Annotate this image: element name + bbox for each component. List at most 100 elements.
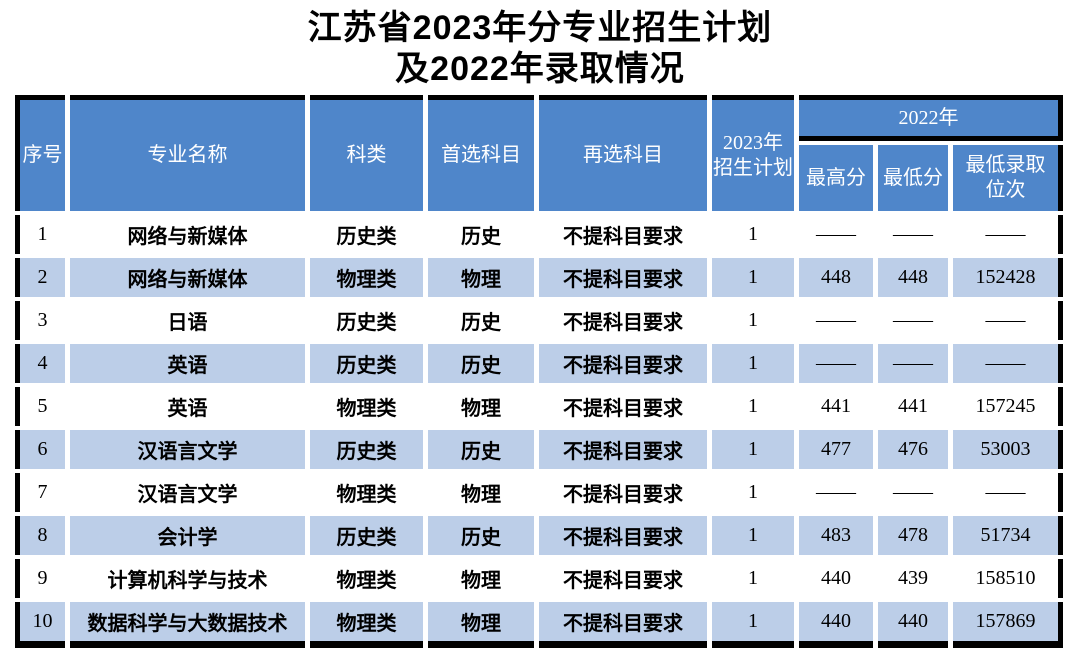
cell-no: 7 xyxy=(15,473,65,512)
page-title: 江苏省2023年分专业招生计划 及2022年录取情况 xyxy=(0,0,1080,90)
cell-second-subject: 不提科目要求 xyxy=(539,258,707,297)
cell-max-score-2022: —— xyxy=(799,301,873,340)
cell-first-subject: 历史 xyxy=(428,516,534,555)
cell-second-subject: 不提科目要求 xyxy=(539,559,707,598)
cell-major: 数据科学与大数据技术 xyxy=(70,602,305,648)
cell-max-score-2022: 477 xyxy=(799,430,873,469)
cell-major: 汉语言文学 xyxy=(70,473,305,512)
cell-second-subject: 不提科目要求 xyxy=(539,473,707,512)
table-row: 2 网络与新媒体 物理类 物理 不提科目要求 1 448 448 152428 xyxy=(15,258,1063,297)
cell-major: 日语 xyxy=(70,301,305,340)
cell-second-subject: 不提科目要求 xyxy=(539,430,707,469)
table-row: 4 英语 历史类 历史 不提科目要求 1 —— —— —— xyxy=(15,344,1063,383)
header-max-score: 最高分 xyxy=(799,145,873,211)
cell-max-score-2022: 441 xyxy=(799,387,873,426)
cell-major: 英语 xyxy=(70,387,305,426)
header-major: 专业名称 xyxy=(70,95,305,211)
cell-major: 网络与新媒体 xyxy=(70,258,305,297)
cell-max-score-2022: —— xyxy=(799,473,873,512)
cell-min-score-2022: 440 xyxy=(878,602,948,648)
cell-min-rank-2022: —— xyxy=(953,344,1063,383)
cell-plan-2023: 1 xyxy=(712,387,794,426)
cell-plan-2023: 1 xyxy=(712,344,794,383)
header-second-subject: 再选科目 xyxy=(539,95,707,211)
cell-category: 历史类 xyxy=(310,344,423,383)
cell-no: 9 xyxy=(15,559,65,598)
page-title-line2: 及2022年录取情况 xyxy=(395,50,685,88)
cell-min-score-2022: —— xyxy=(878,215,948,254)
cell-first-subject: 物理 xyxy=(428,473,534,512)
header-min-score: 最低分 xyxy=(878,145,948,211)
cell-second-subject: 不提科目要求 xyxy=(539,344,707,383)
cell-second-subject: 不提科目要求 xyxy=(539,301,707,340)
cell-major: 计算机科学与技术 xyxy=(70,559,305,598)
table-row: 9 计算机科学与技术 物理类 物理 不提科目要求 1 440 439 158510 xyxy=(15,559,1063,598)
cell-min-rank-2022: 51734 xyxy=(953,516,1063,555)
cell-no: 8 xyxy=(15,516,65,555)
cell-category: 物理类 xyxy=(310,602,423,648)
cell-category: 历史类 xyxy=(310,430,423,469)
cell-no: 10 xyxy=(15,602,65,648)
table-row: 10 数据科学与大数据技术 物理类 物理 不提科目要求 1 440 440 157869 xyxy=(15,602,1063,648)
cell-category: 历史类 xyxy=(310,215,423,254)
cell-max-score-2022: 440 xyxy=(799,559,873,598)
cell-first-subject: 历史 xyxy=(428,301,534,340)
cell-first-subject: 物理 xyxy=(428,258,534,297)
table-row: 7 汉语言文学 物理类 物理 不提科目要求 1 —— —— —— xyxy=(15,473,1063,512)
cell-no: 4 xyxy=(15,344,65,383)
cell-max-score-2022: 440 xyxy=(799,602,873,648)
cell-max-score-2022: 448 xyxy=(799,258,873,297)
header-no: 序号 xyxy=(15,95,65,211)
cell-major: 会计学 xyxy=(70,516,305,555)
cell-plan-2023: 1 xyxy=(712,516,794,555)
header-row-sub: 最高分 最低分 最低录取 位次 xyxy=(15,145,1063,211)
cell-second-subject: 不提科目要求 xyxy=(539,215,707,254)
cell-category: 历史类 xyxy=(310,301,423,340)
cell-major: 汉语言文学 xyxy=(70,430,305,469)
cell-no: 1 xyxy=(15,215,65,254)
cell-plan-2023: 1 xyxy=(712,430,794,469)
cell-major: 网络与新媒体 xyxy=(70,215,305,254)
cell-no: 2 xyxy=(15,258,65,297)
cell-first-subject: 物理 xyxy=(428,387,534,426)
table-body: 1 网络与新媒体 历史类 历史 不提科目要求 1 —— —— —— 2 网络与新媒体 物理类 物理 不提科… xyxy=(15,215,1063,648)
header-row-top: 序号 专业名称 科类 首选科目 再选科目 2023年 招生计划 2022年 xyxy=(15,95,1063,211)
cell-second-subject: 不提科目要求 xyxy=(539,516,707,555)
header-category: 科类 xyxy=(310,95,423,211)
table-row: 8 会计学 历史类 历史 不提科目要求 1 483 478 51734 xyxy=(15,516,1063,555)
cell-min-score-2022: 478 xyxy=(878,516,948,555)
cell-min-rank-2022: 157869 xyxy=(953,602,1063,648)
cell-no: 5 xyxy=(15,387,65,426)
cell-min-rank-2022: —— xyxy=(953,215,1063,254)
cell-min-rank-2022: —— xyxy=(953,301,1063,340)
cell-plan-2023: 1 xyxy=(712,559,794,598)
cell-category: 物理类 xyxy=(310,559,423,598)
page-title-line1: 江苏省2023年分专业招生计划 xyxy=(307,9,773,47)
cell-min-score-2022: 448 xyxy=(878,258,948,297)
cell-plan-2023: 1 xyxy=(712,602,794,648)
header-first-subject: 首选科目 xyxy=(428,95,534,211)
cell-first-subject: 历史 xyxy=(428,344,534,383)
header-plan-2023: 2023年 招生计划 xyxy=(712,95,794,211)
cell-second-subject: 不提科目要求 xyxy=(539,387,707,426)
cell-no: 3 xyxy=(15,301,65,340)
header-year-2022: 2022年 xyxy=(799,95,1063,141)
cell-min-rank-2022: 158510 xyxy=(953,559,1063,598)
cell-category: 历史类 xyxy=(310,516,423,555)
cell-first-subject: 物理 xyxy=(428,559,534,598)
cell-min-rank-2022: 53003 xyxy=(953,430,1063,469)
cell-min-score-2022: —— xyxy=(878,473,948,512)
cell-max-score-2022: —— xyxy=(799,215,873,254)
table-row: 6 汉语言文学 历史类 历史 不提科目要求 1 477 476 53003 xyxy=(15,430,1063,469)
cell-category: 物理类 xyxy=(310,387,423,426)
cell-min-score-2022: 476 xyxy=(878,430,948,469)
cell-no: 6 xyxy=(15,430,65,469)
cell-max-score-2022: —— xyxy=(799,344,873,383)
table-row: 1 网络与新媒体 历史类 历史 不提科目要求 1 —— —— —— xyxy=(15,215,1063,254)
cell-major: 英语 xyxy=(70,344,305,383)
admissions-table: 序号 专业名称 科类 首选科目 再选科目 2023年 招生计划 2022年 最高… xyxy=(10,91,1068,652)
cell-min-rank-2022: —— xyxy=(953,473,1063,512)
cell-plan-2023: 1 xyxy=(712,215,794,254)
cell-min-score-2022: —— xyxy=(878,301,948,340)
cell-first-subject: 物理 xyxy=(428,602,534,648)
